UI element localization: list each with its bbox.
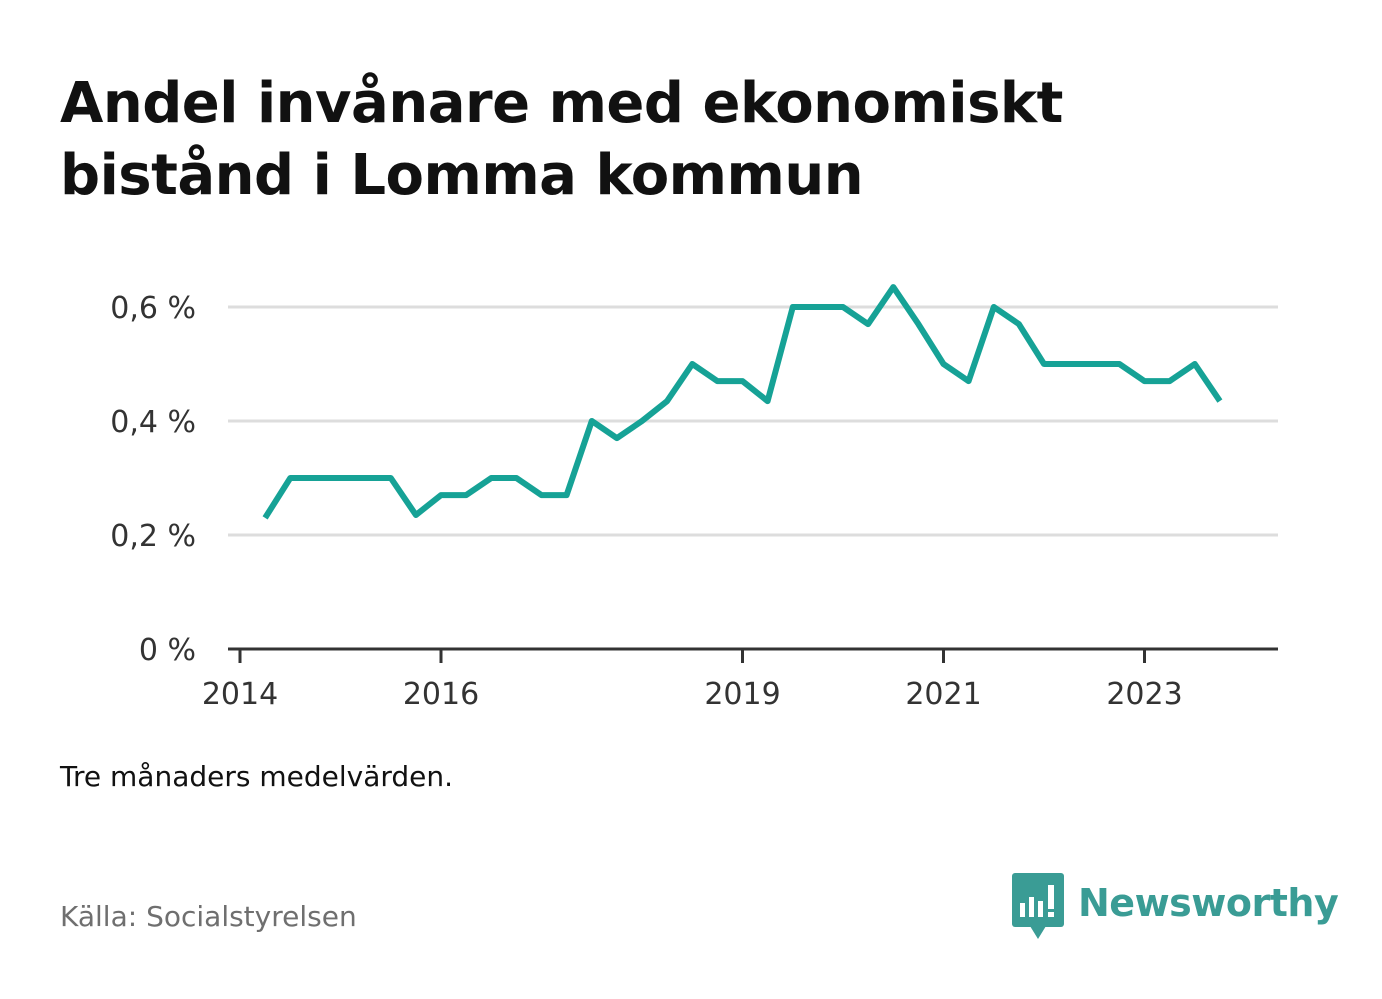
brand-name: Newsworthy xyxy=(1078,881,1339,925)
data-point-6 xyxy=(413,512,419,518)
newsworthy-logo-icon xyxy=(1012,873,1064,939)
x-tick-label-2: 2019 xyxy=(704,677,780,712)
data-point-15 xyxy=(639,418,645,424)
y-tick-label-3: 0,6 % xyxy=(110,291,196,326)
data-point-31 xyxy=(1041,361,1047,367)
data-point-34 xyxy=(1116,361,1122,367)
data-point-2 xyxy=(312,475,318,481)
data-point-21 xyxy=(790,304,796,310)
data-point-37 xyxy=(1192,361,1198,367)
y-tick-label-2: 0,4 % xyxy=(110,405,196,440)
data-point-27 xyxy=(941,361,947,367)
data-point-10 xyxy=(513,475,519,481)
data-point-33 xyxy=(1091,361,1097,367)
y-axis-tick-labels: 0 % 0,2 % 0,4 % 0,6 % xyxy=(110,291,196,668)
grid-lines xyxy=(228,305,1278,537)
data-point-16 xyxy=(664,398,670,404)
data-point-28 xyxy=(966,378,972,384)
data-point-29 xyxy=(991,304,997,310)
data-point-23 xyxy=(840,304,846,310)
data-point-32 xyxy=(1066,361,1072,367)
chart-note: Tre månaders medelvärden. xyxy=(60,760,454,793)
data-point-19 xyxy=(740,378,746,384)
data-point-26 xyxy=(915,321,921,327)
data-point-1 xyxy=(287,475,293,481)
data-point-20 xyxy=(765,398,771,404)
data-point-12 xyxy=(564,492,570,498)
data-point-36 xyxy=(1167,378,1173,384)
data-point-24 xyxy=(865,321,871,327)
chart-title: Andel invånare med ekonomiskt bistånd i … xyxy=(60,71,1063,208)
data-point-9 xyxy=(488,475,494,481)
x-tick-label-1: 2016 xyxy=(403,677,479,712)
data-point-5 xyxy=(388,475,394,481)
data-point-0 xyxy=(262,515,268,521)
x-tick-label-4: 2023 xyxy=(1106,677,1182,712)
x-axis-ticks: 2014 2016 2019 2021 2023 xyxy=(202,649,1183,712)
y-tick-label-1: 0,2 % xyxy=(110,519,196,554)
data-point-4 xyxy=(363,475,369,481)
data-point-8 xyxy=(463,492,469,498)
data-point-7 xyxy=(438,492,444,498)
data-point-22 xyxy=(815,304,821,310)
data-point-13 xyxy=(589,418,595,424)
data-point-25 xyxy=(890,284,896,290)
series-line xyxy=(262,284,1223,520)
x-tick-label-3: 2021 xyxy=(905,677,981,712)
data-point-30 xyxy=(1016,321,1022,327)
data-point-18 xyxy=(714,378,720,384)
data-point-3 xyxy=(338,475,344,481)
x-tick-label-0: 2014 xyxy=(202,677,278,712)
data-point-11 xyxy=(539,492,545,498)
data-point-14 xyxy=(614,435,620,441)
y-tick-label-0: 0 % xyxy=(139,633,196,668)
data-point-35 xyxy=(1142,378,1148,384)
data-point-17 xyxy=(689,361,695,367)
data-point-38 xyxy=(1217,398,1223,404)
data-points xyxy=(262,284,1223,521)
source-credit: Källa: Socialstyrelsen xyxy=(60,900,357,933)
brand-logo: Newsworthy xyxy=(1012,872,1339,942)
